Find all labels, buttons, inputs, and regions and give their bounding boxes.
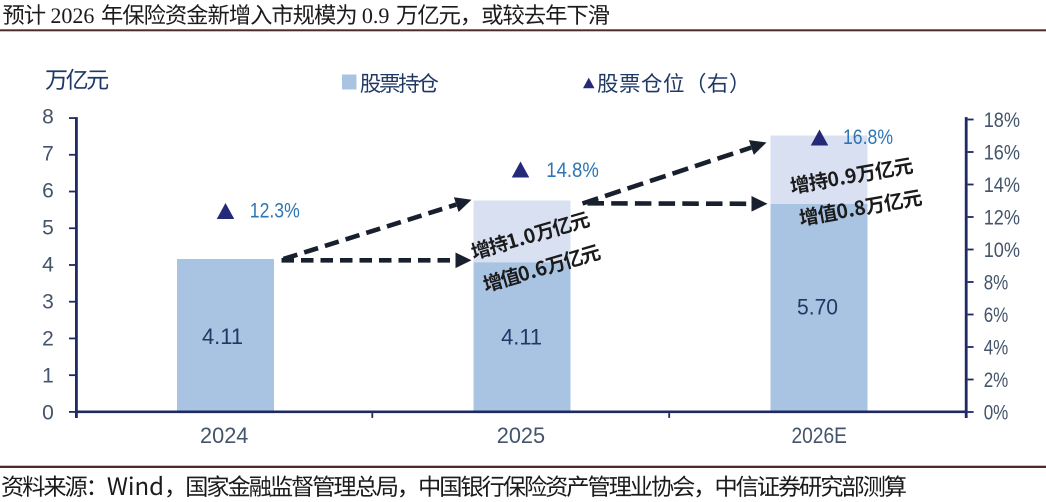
svg-text:5: 5 (42, 217, 54, 240)
svg-text:16%: 16% (984, 142, 1020, 165)
svg-text:18%: 18% (984, 109, 1020, 132)
svg-text:5.70: 5.70 (797, 295, 838, 320)
svg-text:6%: 6% (984, 304, 1009, 327)
svg-text:4.11: 4.11 (202, 324, 243, 349)
svg-text:14.8%: 14.8% (546, 158, 599, 182)
svg-text:2%: 2% (984, 369, 1009, 392)
svg-text:2024: 2024 (200, 423, 248, 448)
svg-text:14%: 14% (984, 174, 1020, 197)
svg-text:0: 0 (42, 402, 54, 425)
svg-text:2026E: 2026E (791, 423, 847, 448)
svg-text:8%: 8% (984, 272, 1009, 295)
svg-text:4%: 4% (984, 337, 1009, 360)
svg-text:6: 6 (42, 180, 54, 203)
svg-text:0%: 0% (984, 402, 1009, 425)
svg-text:4: 4 (42, 254, 54, 277)
svg-text:12.3%: 12.3% (250, 199, 300, 223)
svg-text:10%: 10% (984, 239, 1020, 262)
svg-text:7: 7 (42, 143, 54, 166)
svg-text:12%: 12% (984, 207, 1020, 230)
svg-text:1: 1 (42, 365, 54, 388)
svg-text:8: 8 (42, 106, 54, 129)
svg-text:2: 2 (42, 328, 54, 351)
svg-text:3: 3 (42, 291, 54, 314)
svg-text:4.11: 4.11 (501, 325, 542, 350)
svg-text:16.8%: 16.8% (843, 125, 893, 149)
svg-text:2025: 2025 (497, 423, 545, 448)
